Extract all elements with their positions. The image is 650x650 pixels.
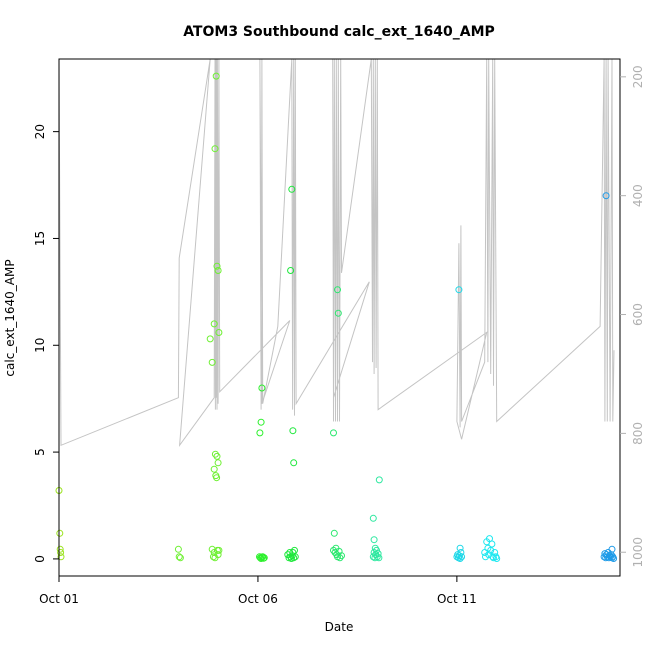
series-3 <box>256 384 268 562</box>
data-point <box>330 429 337 437</box>
data-point <box>211 145 219 153</box>
series-9 <box>600 192 618 562</box>
data-point <box>175 553 183 561</box>
y2-tick-label: 200 <box>631 65 645 88</box>
series-1 <box>55 487 65 561</box>
y-tick-label: 15 <box>33 231 47 246</box>
data-point <box>610 555 618 562</box>
data-point <box>256 553 263 561</box>
data-point <box>215 329 223 336</box>
x-axis-label: Date <box>325 620 354 634</box>
data-point <box>257 555 265 562</box>
data-point <box>288 185 296 193</box>
data-point <box>289 427 297 435</box>
x-tick-label: Oct 01 <box>39 592 79 606</box>
data-point <box>213 262 221 270</box>
data-point <box>455 286 463 294</box>
y-tick-label: 10 <box>33 338 47 353</box>
data-point <box>456 544 464 552</box>
series-7 <box>453 286 466 562</box>
depth-track <box>58 58 615 448</box>
data-point <box>457 549 465 556</box>
chart-title: ATOM3 Southbound calc_ext_1640_AMP <box>183 24 495 40</box>
series-6 <box>369 476 383 562</box>
series-2 <box>174 72 223 562</box>
y-axis: 0 5 10 15 20 <box>33 124 59 563</box>
data-point <box>370 536 378 544</box>
y2-tick-label: 600 <box>631 303 645 326</box>
data-point <box>334 309 342 317</box>
series-4 <box>284 185 299 562</box>
data-point <box>373 553 381 561</box>
data-point <box>260 554 268 562</box>
data-point <box>375 476 383 484</box>
data-point <box>458 553 466 561</box>
y2-tick-label: 1000 <box>631 537 645 568</box>
data-point <box>210 465 218 473</box>
y2-tick-label: 400 <box>631 184 645 207</box>
depth-track-line <box>58 58 615 448</box>
y-tick-label: 0 <box>33 555 47 563</box>
data-point <box>176 554 184 562</box>
data-point <box>291 553 299 561</box>
x-tick-label: Oct 11 <box>437 592 477 606</box>
data-point <box>258 384 266 392</box>
data-point <box>213 474 221 482</box>
x-tick-label: Oct 06 <box>238 592 278 606</box>
data-point <box>257 418 265 426</box>
data-point <box>211 450 219 458</box>
y2-axis: 200 400 600 800 1000 <box>620 65 645 568</box>
data-point <box>214 267 222 274</box>
y2-tick-label: 800 <box>631 422 645 445</box>
data-point <box>334 286 341 294</box>
data-point <box>256 429 264 437</box>
data-point <box>489 553 497 561</box>
data-point <box>213 452 221 460</box>
data-point <box>602 192 610 200</box>
data-point <box>56 545 64 553</box>
y-tick-label: 5 <box>33 448 47 456</box>
series-5 <box>330 286 345 562</box>
data-point <box>210 320 218 328</box>
data-point <box>485 551 493 559</box>
data-point <box>212 72 220 80</box>
data-point <box>338 552 345 560</box>
data-point <box>287 267 295 274</box>
data-point <box>330 529 338 537</box>
data-point <box>487 546 495 554</box>
data-point <box>336 554 344 562</box>
data-point <box>215 546 223 554</box>
data-point <box>290 554 298 562</box>
data-point <box>214 551 222 559</box>
x-axis: Oct 01 Oct 06 Oct 11 <box>39 576 477 606</box>
data-point <box>290 459 298 467</box>
data-point <box>375 554 383 562</box>
y-axis-label: calc_ext_1640_AMP <box>3 259 17 376</box>
data-points <box>55 72 618 562</box>
data-point <box>174 545 182 553</box>
series-8 <box>481 535 501 562</box>
data-point <box>488 540 496 548</box>
data-point <box>56 529 64 537</box>
data-point <box>491 549 499 556</box>
data-point <box>214 459 222 467</box>
data-point <box>57 553 65 561</box>
y-tick-label: 20 <box>33 124 47 139</box>
data-point <box>206 335 214 343</box>
data-point <box>493 555 501 562</box>
data-point <box>57 549 65 556</box>
data-point <box>208 358 216 366</box>
data-point <box>369 514 377 522</box>
plot-frame <box>58 58 621 577</box>
data-point <box>374 550 382 558</box>
